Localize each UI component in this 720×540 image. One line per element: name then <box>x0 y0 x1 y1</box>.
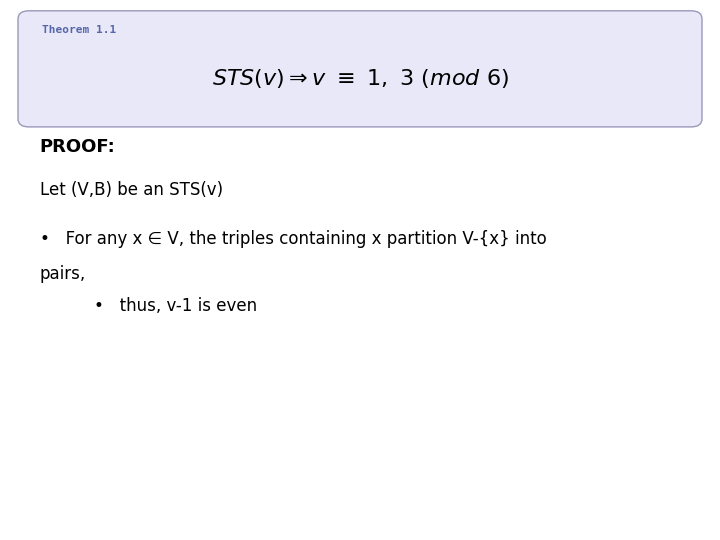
Text: Theorem 1.1: Theorem 1.1 <box>42 25 116 36</box>
Text: •   thus, v-1 is even: • thus, v-1 is even <box>94 297 257 315</box>
Text: Let (V,B) be an STS(v): Let (V,B) be an STS(v) <box>40 181 222 199</box>
Text: pairs,: pairs, <box>40 265 86 282</box>
Text: PROOF:: PROOF: <box>40 138 115 156</box>
Text: $\mathit{STS(v)} \Rightarrow v\ \equiv\ 1,\ 3\ (\mathit{mod\ 6})$: $\mathit{STS(v)} \Rightarrow v\ \equiv\ … <box>212 68 508 90</box>
FancyBboxPatch shape <box>18 11 702 127</box>
Text: •   For any x ∈ V, the triples containing x partition V-{x} into: • For any x ∈ V, the triples containing … <box>40 230 546 247</box>
